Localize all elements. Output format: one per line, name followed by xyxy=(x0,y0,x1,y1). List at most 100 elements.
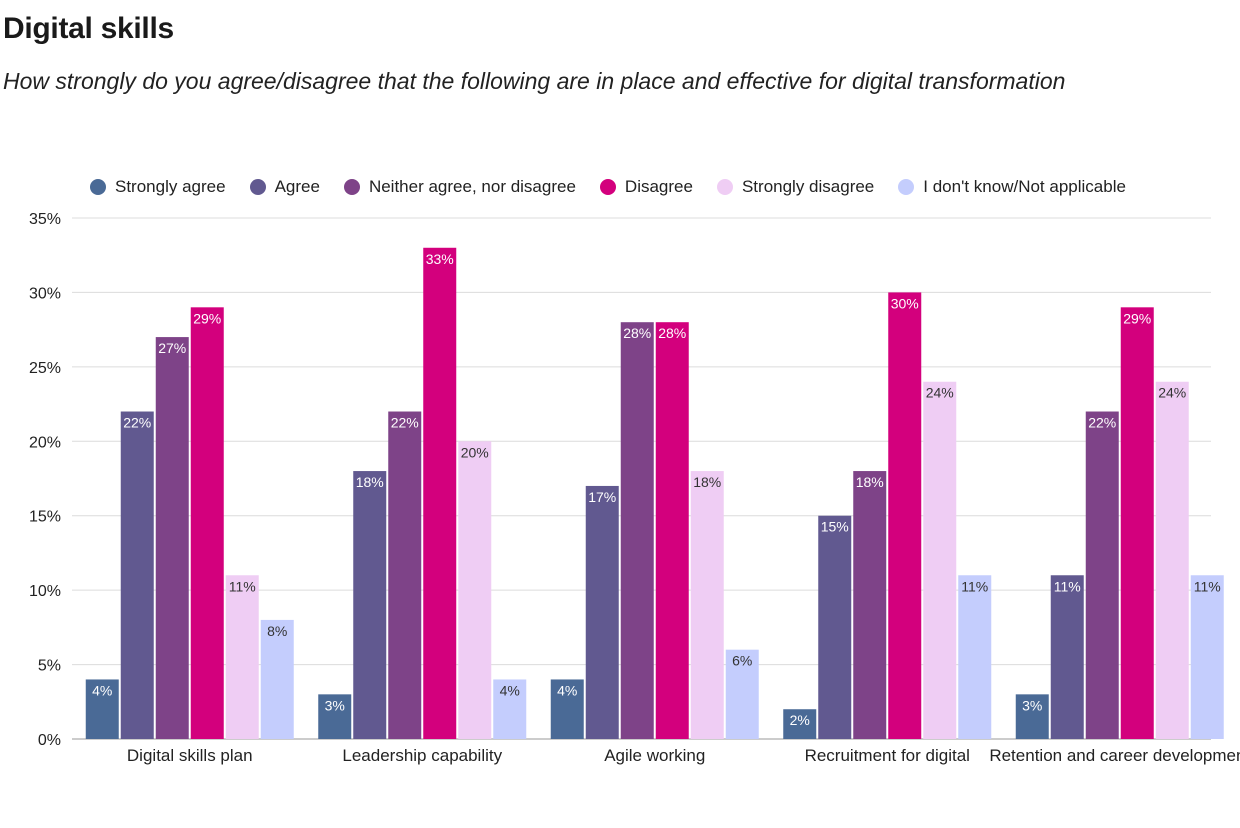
legend-swatch xyxy=(90,179,106,195)
legend-item-neither-agree-nor-disagree: Neither agree, nor disagree xyxy=(343,177,576,197)
data-label: 28% xyxy=(658,325,686,341)
bar-disagree xyxy=(655,322,689,739)
y-tick-label: 10% xyxy=(29,583,61,600)
bar-strongly-agree xyxy=(550,679,584,739)
y-tick-label: 0% xyxy=(38,732,61,749)
data-label: 29% xyxy=(193,310,221,326)
bar-group-retention-and-career-development: 3% 11% 22% 29% 24% 11% xyxy=(1015,307,1224,739)
data-label: 18% xyxy=(856,474,884,490)
legend: Strongly agree Agree Neither agree, nor di… xyxy=(90,175,1150,199)
data-label: 22% xyxy=(123,415,151,431)
legend-swatch xyxy=(716,179,733,195)
data-label: 4% xyxy=(500,682,520,698)
bar-agree xyxy=(818,515,852,739)
data-label: 18% xyxy=(693,474,721,490)
x-tick-label: Recruitment for digital xyxy=(805,746,970,765)
data-label: 11% xyxy=(961,578,988,594)
bar-neither-agree-nor-disagree xyxy=(155,337,189,739)
data-label: 6% xyxy=(732,653,752,669)
bar-strongly-agree xyxy=(783,709,817,739)
data-label: 4% xyxy=(92,682,112,698)
data-label: 3% xyxy=(325,697,345,713)
data-label: 11% xyxy=(229,578,256,594)
data-label: 15% xyxy=(821,519,849,535)
bar-agree xyxy=(1050,575,1084,739)
legend-label: I don't know/Not applicable xyxy=(923,177,1126,196)
legend-swatch xyxy=(249,179,266,195)
bar-disagree xyxy=(190,307,224,739)
legend-item-strongly-disagree: Strongly disagree xyxy=(716,177,875,197)
x-tick-label: Leadership capability xyxy=(342,746,502,765)
legend-label: Agree xyxy=(274,177,320,196)
bar-i-don-t-know-not-applicable xyxy=(725,649,759,739)
legend-item-i-don-t-know-not-applicable: I don't know/Not applicable xyxy=(898,177,1126,197)
bar-strongly-disagree xyxy=(923,381,957,739)
data-label: 11% xyxy=(1054,578,1081,594)
bar-strongly-disagree xyxy=(225,575,259,739)
bar-strongly-disagree xyxy=(690,471,724,739)
chart-subtitle: How strongly do you agree/disagree that … xyxy=(3,68,1066,94)
bar-group-agile-working: 4% 17% 28% 28% 18% 6% xyxy=(550,322,759,739)
bar-i-don-t-know-not-applicable xyxy=(493,679,527,739)
bar-agree xyxy=(585,485,619,739)
y-tick-label: 15% xyxy=(29,509,61,526)
bar-neither-agree-nor-disagree xyxy=(853,471,887,739)
data-label: 27% xyxy=(158,340,186,356)
legend-item-disagree: Disagree xyxy=(599,177,693,197)
x-tick-label: Digital skills plan xyxy=(127,746,253,765)
data-label: 20% xyxy=(461,444,489,460)
y-tick-label: 30% xyxy=(29,285,61,302)
bar-disagree xyxy=(888,292,922,739)
bar-disagree xyxy=(1120,307,1154,739)
data-label: 22% xyxy=(391,415,419,431)
data-label: 11% xyxy=(1194,578,1221,594)
legend-label: Neither agree, nor disagree xyxy=(368,177,576,196)
data-label: 17% xyxy=(588,489,616,505)
bar-i-don-t-know-not-applicable xyxy=(1190,575,1224,739)
data-label: 33% xyxy=(426,251,454,267)
data-label: 2% xyxy=(790,712,810,728)
bar-strongly-disagree xyxy=(1155,381,1189,739)
bar-agree xyxy=(120,411,154,739)
y-tick-label: 5% xyxy=(38,658,61,675)
x-tick-label: Agile working xyxy=(604,746,705,765)
y-tick-label: 20% xyxy=(29,434,61,451)
bar-strongly-disagree xyxy=(458,441,492,739)
chart-title: Digital skills xyxy=(3,12,174,45)
data-label: 3% xyxy=(1022,697,1042,713)
bar-disagree xyxy=(423,247,457,739)
bar-neither-agree-nor-disagree xyxy=(1085,411,1119,739)
data-label: 24% xyxy=(1158,385,1186,401)
legend-label: Disagree xyxy=(624,177,693,196)
bar-i-don-t-know-not-applicable xyxy=(260,619,294,739)
bar-strongly-agree xyxy=(1015,694,1049,739)
legend-label: Strongly disagree xyxy=(741,177,875,196)
data-label: 28% xyxy=(623,325,651,341)
data-label: 4% xyxy=(557,682,577,698)
bar-neither-agree-nor-disagree xyxy=(620,322,654,739)
legend-swatch xyxy=(343,179,360,195)
bar-group-recruitment-for-digital: 2% 15% 18% 30% 24% 11% xyxy=(783,292,992,739)
bar-strongly-agree xyxy=(318,694,352,739)
legend-item-strongly-agree: Strongly agree xyxy=(90,177,226,197)
bar-group-digital-skills-plan: 4% 22% 27% 29% 11% 8% xyxy=(85,307,294,739)
data-label: 29% xyxy=(1123,310,1151,326)
bar-strongly-agree xyxy=(85,679,119,739)
bar-agree xyxy=(353,471,387,739)
bar-group-leadership-capability: 3% 18% 22% 33% 20% 4% xyxy=(318,247,527,739)
legend-label: Strongly agree xyxy=(115,177,226,196)
bar-i-don-t-know-not-applicable xyxy=(958,575,992,739)
legend-swatch xyxy=(898,179,915,195)
data-label: 18% xyxy=(356,474,384,490)
x-tick-label: Retention and career development xyxy=(989,746,1240,765)
y-tick-label: 35% xyxy=(29,211,61,228)
legend-item-agree: Agree xyxy=(249,177,320,197)
data-label: 22% xyxy=(1088,415,1116,431)
y-tick-label: 25% xyxy=(29,360,61,377)
bar-neither-agree-nor-disagree xyxy=(388,411,422,739)
data-label: 30% xyxy=(891,295,919,311)
data-label: 24% xyxy=(926,385,954,401)
data-label: 8% xyxy=(267,623,287,639)
legend-swatch xyxy=(599,179,616,195)
